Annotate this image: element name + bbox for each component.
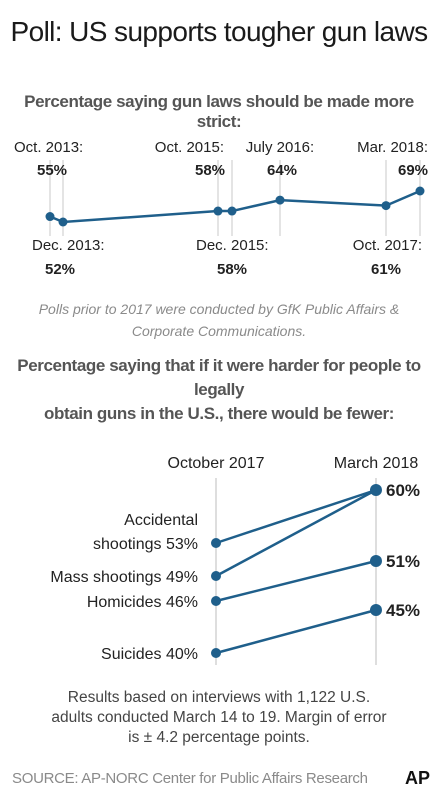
column-label: October 2017 — [168, 455, 265, 472]
data-point — [58, 217, 68, 227]
end-value-label: 60% — [386, 481, 420, 500]
data-point — [45, 212, 55, 222]
date-label: Oct. 2013: — [14, 139, 83, 156]
value-label: 61% — [371, 261, 401, 278]
source-credit: SOURCE: AP-NORC Center for Public Affair… — [12, 770, 368, 787]
trend-line — [49, 189, 421, 224]
value-label: 58% — [195, 162, 225, 179]
start-point — [211, 571, 221, 581]
value-label: 52% — [45, 261, 75, 278]
results-line: is ± 4.2 percentage points. — [128, 729, 310, 746]
note-line: Polls prior to 2017 were conducted by Gf… — [38, 301, 400, 317]
start-point — [211, 596, 221, 606]
start-point — [211, 538, 221, 548]
end-value-label: 45% — [386, 601, 420, 620]
end-point — [370, 484, 382, 496]
results-line: adults conducted March 14 to 19. Margin … — [51, 709, 387, 726]
series-label: shootings 53% — [93, 536, 198, 553]
ap-logo: AP — [404, 768, 430, 788]
note-line: Corporate Communications. — [131, 323, 307, 339]
line-chart-title: Percentage saying gun laws should be mad… — [24, 92, 414, 131]
slope-line — [215, 559, 377, 603]
methodology-note: Polls prior to 2017 were conducted by Gf… — [0, 298, 438, 342]
date-label: July 2016: — [246, 139, 314, 156]
date-label: Dec. 2013: — [32, 237, 105, 254]
data-point — [227, 206, 237, 216]
value-label: 55% — [37, 162, 67, 179]
date-label: Mar. 2018: — [357, 139, 428, 156]
slope-title-line-2: obtain guns in the U.S., there would be … — [44, 404, 394, 423]
value-label: 64% — [267, 162, 297, 179]
column-label: March 2018 — [334, 455, 419, 472]
data-point — [213, 206, 223, 216]
series-label: Suicides 40% — [101, 646, 198, 663]
results-note: Results based on interviews with 1,122 U… — [0, 688, 438, 748]
slope-line — [215, 488, 377, 545]
start-point — [211, 648, 221, 658]
series-label: Accidental — [124, 512, 198, 529]
series-label: Homicides 46% — [87, 594, 198, 611]
date-label: Dec. 2015: — [196, 237, 269, 254]
value-label: 58% — [217, 261, 247, 278]
end-point — [370, 604, 382, 616]
slope-line — [215, 608, 377, 655]
date-label: Oct. 2017: — [353, 237, 422, 254]
results-line: Results based on interviews with 1,122 U… — [67, 689, 371, 706]
data-point — [415, 186, 425, 196]
slope-line — [215, 488, 377, 578]
slope-chart-title: Percentage saying that if it were harder… — [0, 354, 438, 426]
page-title: Poll: US supports tougher gun laws — [10, 16, 429, 47]
end-value-label: 51% — [386, 552, 420, 571]
data-point — [381, 201, 391, 211]
end-point — [370, 555, 382, 567]
data-point — [275, 195, 285, 205]
value-label: 69% — [398, 162, 428, 179]
series-label: Mass shootings 49% — [50, 569, 198, 586]
date-label: Oct. 2015: — [155, 139, 224, 156]
slope-title-line-1: Percentage saying that if it were harder… — [17, 356, 421, 399]
